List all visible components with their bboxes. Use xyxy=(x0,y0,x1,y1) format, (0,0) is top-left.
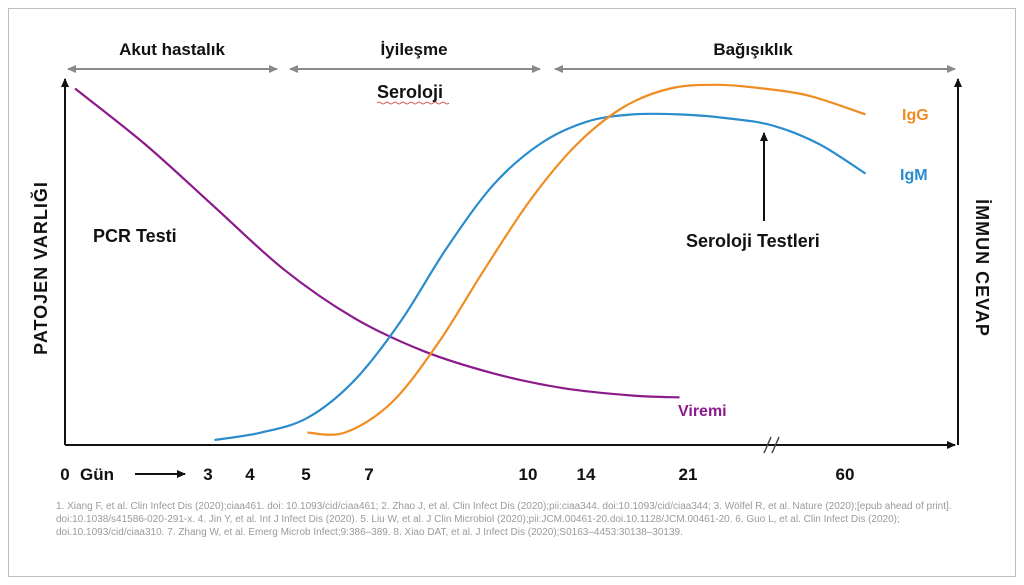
x-tick-label-5: 5 xyxy=(301,465,310,484)
pcr-test-label: PCR Testi xyxy=(93,226,177,246)
x-tick-label-10: 10 xyxy=(519,465,538,484)
x-tick-label-4: 4 xyxy=(245,465,255,484)
serology-label: Seroloji xyxy=(377,82,443,102)
series-label-viremi: Viremi xyxy=(678,403,727,420)
series-line-viremi xyxy=(74,87,680,399)
references-text: 1. Xiang F, et al. Clin Infect Dis (2020… xyxy=(56,501,952,538)
x-tick-label-7: 7 xyxy=(364,465,373,484)
x-start-label: 0 xyxy=(60,465,69,484)
x-tick-label-14: 14 xyxy=(577,465,596,484)
series-label-igg: IgG xyxy=(902,107,929,124)
series-label-igm: IgM xyxy=(900,167,928,184)
phase-label-immunity: Bağışıklık xyxy=(713,40,793,59)
axis-break-icon xyxy=(763,436,780,454)
x-tick-label-60: 60 xyxy=(836,465,855,484)
x-unit-label: Gün xyxy=(80,465,114,484)
x-tick-label-21: 21 xyxy=(679,465,698,484)
x-tick-label-3: 3 xyxy=(203,465,212,484)
spellcheck-underline xyxy=(376,101,450,105)
phase-label-acute: Akut hastalık xyxy=(119,40,225,59)
slide-frame xyxy=(8,8,1016,577)
series-line-igg xyxy=(307,83,866,436)
series-line-igm xyxy=(214,112,867,442)
y-label-left: PATOJEN VARLIĞI xyxy=(30,181,51,355)
phase-label-recovery: İyileşme xyxy=(380,40,447,59)
y-label-right: İMMUN CEVAP xyxy=(972,199,992,337)
serology-tests-label: Seroloji Testleri xyxy=(686,231,820,251)
